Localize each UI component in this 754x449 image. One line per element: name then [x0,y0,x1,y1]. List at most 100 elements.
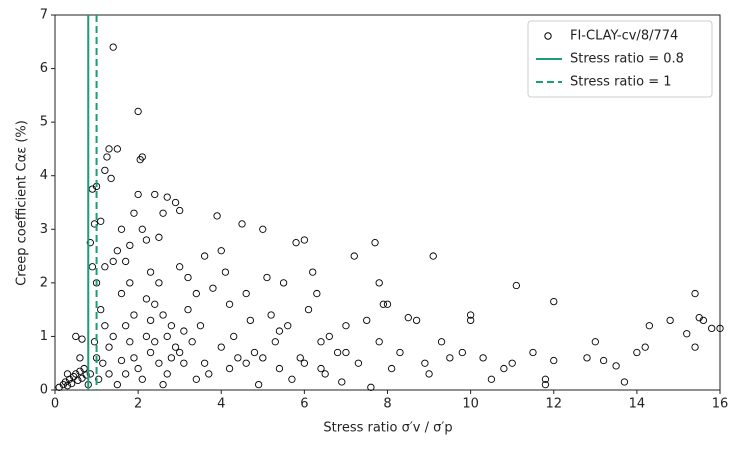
scatter-point [379,300,387,308]
scatter-point [217,247,225,255]
scatter-point [117,289,126,298]
scatter-point [200,252,209,260]
scatter-point [176,206,184,215]
scatter-point [275,327,284,335]
scatter-point [313,289,321,298]
scatter-point [138,225,146,233]
scatter-point [354,359,363,367]
scatter-point [300,236,309,244]
scatter-point [122,370,130,378]
y-tick-label: 0 [40,383,48,398]
scatter-point [142,332,151,341]
scatter-point [550,356,558,365]
scatter-point [466,316,475,325]
scatter-point [429,252,437,260]
scatter-point [180,327,188,335]
scatter-point [641,343,649,351]
scatter-point [86,239,94,247]
scatter-point [117,356,126,365]
scatter-point [130,209,138,217]
y-tick-label: 5 [40,115,48,130]
scatter-point [242,289,250,298]
scatter-point [666,316,674,325]
scatter-point [304,305,313,314]
scatter-point [396,348,404,357]
scatter-point [113,380,121,389]
scatter-point [342,322,350,330]
scatter-point [259,225,267,233]
scatter-point [250,348,259,357]
scatter-point [90,338,99,346]
scatter-point [78,335,86,343]
scatter-point [292,239,300,247]
scatter-point [90,220,99,228]
scatter-point [167,322,176,330]
scatter-point [171,198,180,207]
scatter-point [94,375,103,383]
scatter-point [151,338,159,346]
scatter-point [138,375,146,383]
scatter-point [479,354,487,362]
scatter-point [126,338,134,346]
scatter-point [134,364,142,373]
scatter-point [230,332,238,341]
scatter-point [159,380,167,389]
scatter-point [155,233,163,241]
scatter-point [612,362,620,370]
x-tick-label: 6 [300,397,308,412]
scatter-point [107,174,115,183]
scatter-point [192,289,200,298]
scatter-point [309,268,317,276]
scatter-point [188,338,196,346]
scatter-point [350,252,358,260]
scatter-point [363,316,371,325]
scatter-point [383,300,392,308]
scatter-point [620,378,629,386]
scatter-point [130,311,138,319]
scatter-point [122,257,130,266]
scatter-point [541,380,550,389]
scatter-point [88,263,97,271]
scatter-point [171,343,180,351]
scatter-point [375,338,383,346]
scatter-point [246,316,254,325]
scatter-point [263,273,271,282]
scatter-point [184,273,192,282]
scatter-point [196,322,205,330]
scatter-point [421,359,429,367]
scatter-point [159,311,167,319]
scatter-point [683,330,691,338]
legend-label: Stress ratio = 1 [570,75,672,90]
scatter-point [716,324,724,333]
x-axis-label: Stress ratio σ′v / σ′p [323,421,452,436]
scatter-point [126,241,134,250]
scatter-point [541,375,550,383]
scatter-point [146,268,155,276]
scatter-point [205,370,213,378]
y-tick-label: 2 [40,275,48,290]
scatter-point [155,359,163,367]
scatter-point [97,217,105,225]
x-tick-label: 4 [217,397,225,412]
scatter-point [142,236,151,244]
y-tick-label: 6 [40,61,48,76]
scatter-point [550,297,558,306]
scatter-point [105,343,113,351]
scatter-point [101,263,109,271]
scatter-point [708,324,716,333]
scatter-point [259,354,267,362]
scatter-point [101,322,109,330]
scatter-point [200,359,209,367]
scatter-point [267,311,275,319]
scatter-point [338,378,346,386]
scatter-point [130,354,138,362]
scatter-point [300,359,309,367]
scatter-point [371,239,379,247]
scatter-point [458,348,466,357]
scatter-point [388,364,396,373]
scatter-point [699,316,708,325]
scatter-point [284,322,292,330]
scatter-point [591,338,599,346]
legend-label: Stress ratio = 0.8 [570,52,684,67]
scatter-point [72,332,80,341]
